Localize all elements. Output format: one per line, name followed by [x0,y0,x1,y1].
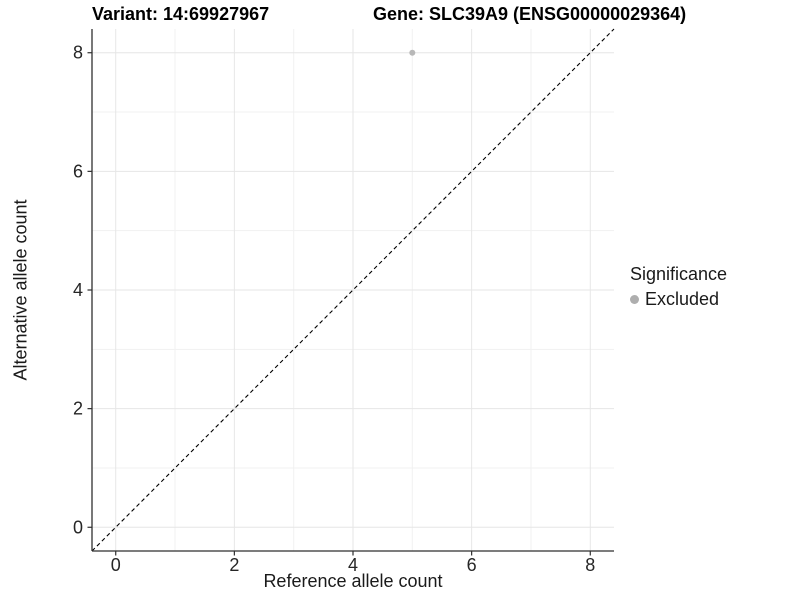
y-tick-label: 8 [73,43,83,63]
legend-item-excluded: Excluded [630,289,727,310]
x-tick-label: 6 [467,555,477,575]
y-tick-label: 0 [73,517,83,537]
y-axis-title: Alternative allele count [10,199,31,381]
x-tick-label: 2 [229,555,239,575]
x-tick-label: 8 [585,555,595,575]
x-tick-label: 0 [111,555,121,575]
data-point [409,49,416,56]
y-tick-label: 4 [73,280,83,300]
legend-title: Significance [630,264,728,284]
plot-title-variant: Variant: 14:69927967 [92,4,270,24]
legend-point-icon [630,295,639,304]
y-tick-label: 6 [73,161,83,181]
x-axis-title: Reference allele count [263,571,443,591]
legend: Significance Excluded [630,264,727,310]
plot-title-gene: Gene: SLC39A9 (ENSG00000029364) [373,4,687,24]
legend-item-label: Excluded [645,289,720,309]
y-tick-label: 2 [73,399,83,419]
x-tick-label: 4 [348,555,358,575]
